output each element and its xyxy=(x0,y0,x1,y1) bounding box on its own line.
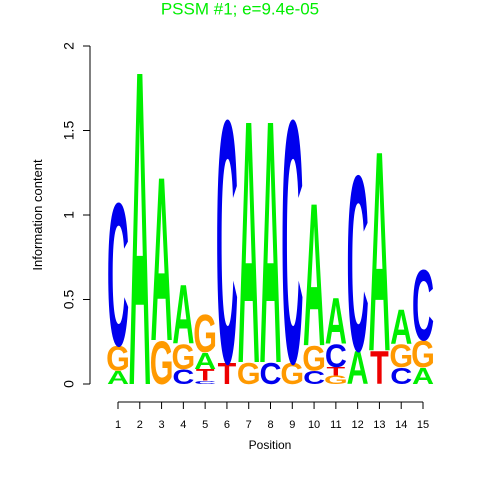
logo-letter: C xyxy=(412,249,434,361)
x-tick-label: 15 xyxy=(417,419,429,431)
logo-letter: C xyxy=(107,161,129,389)
x-tick-label: 9 xyxy=(289,419,295,431)
logo-letter: G xyxy=(106,338,130,378)
logo-letter: T xyxy=(327,365,346,378)
y-tick-label: 1 xyxy=(61,211,77,219)
logo-letter: C xyxy=(172,365,194,389)
x-tick-label: 8 xyxy=(267,419,273,431)
logo-letter: G xyxy=(324,373,348,386)
logo-letter: G xyxy=(280,357,304,391)
logo-letter: C xyxy=(259,357,281,391)
chart-title: PSSM #1; e=9.4e-05 xyxy=(161,0,319,18)
y-tick-label: 0 xyxy=(61,380,77,388)
x-tick-label: 1 xyxy=(115,419,121,431)
logo-letter: A xyxy=(172,268,194,362)
logo-letter: G xyxy=(172,337,196,377)
logo-letter: A xyxy=(194,347,216,374)
logo-letter: T xyxy=(218,357,237,391)
x-tick-label: 10 xyxy=(308,419,320,431)
y-tick-label: 2 xyxy=(61,42,77,50)
x-tick-label: 4 xyxy=(180,419,186,431)
y-tick-label: 1.5 xyxy=(61,121,77,141)
logo-letter: C xyxy=(281,49,303,436)
x-tick-label: 6 xyxy=(224,419,230,431)
logo-letter: G xyxy=(302,338,326,378)
x-tick-label: 7 xyxy=(246,419,252,431)
x-tick-label: 13 xyxy=(373,419,385,431)
logo-letter: C xyxy=(303,368,325,389)
y-tick-label: 0.5 xyxy=(61,290,77,310)
logo-letter: A xyxy=(412,362,434,389)
logo-letter: A xyxy=(259,49,281,436)
logo-letter: C xyxy=(194,380,216,385)
x-tick-label: 11 xyxy=(330,419,341,431)
logo-letter: T xyxy=(196,367,215,385)
logo-letter: A xyxy=(325,284,347,357)
logo-letter: G xyxy=(150,330,174,398)
logo-letter: C xyxy=(216,49,238,436)
x-tick-label: 2 xyxy=(137,419,143,431)
x-tick-label: 5 xyxy=(202,419,208,431)
logo-letter: A xyxy=(129,0,151,480)
x-tick-label: 3 xyxy=(159,419,165,431)
x-tick-label: 14 xyxy=(395,419,407,431)
x-tick-label: 12 xyxy=(352,419,364,431)
logo-letter: A xyxy=(151,128,173,390)
x-axis-title: Position xyxy=(249,438,292,452)
logo-letter: G xyxy=(389,337,413,374)
logo-letter: A xyxy=(368,93,390,412)
logo-letter: G xyxy=(193,304,217,364)
logo-letter: A xyxy=(390,299,412,354)
logo-letter: A xyxy=(107,368,129,389)
logo-letter: C xyxy=(347,123,369,404)
logo-letter: T xyxy=(370,342,389,394)
logo-letter: G xyxy=(411,334,435,376)
logo-letter: A xyxy=(303,161,325,389)
y-axis-title: Information content xyxy=(30,159,45,271)
logo-letter: C xyxy=(390,362,412,389)
logo-letter: G xyxy=(237,357,261,391)
logo-letter: A xyxy=(238,49,260,436)
logo-letter: A xyxy=(347,342,369,394)
logo-letter: C xyxy=(325,337,347,374)
